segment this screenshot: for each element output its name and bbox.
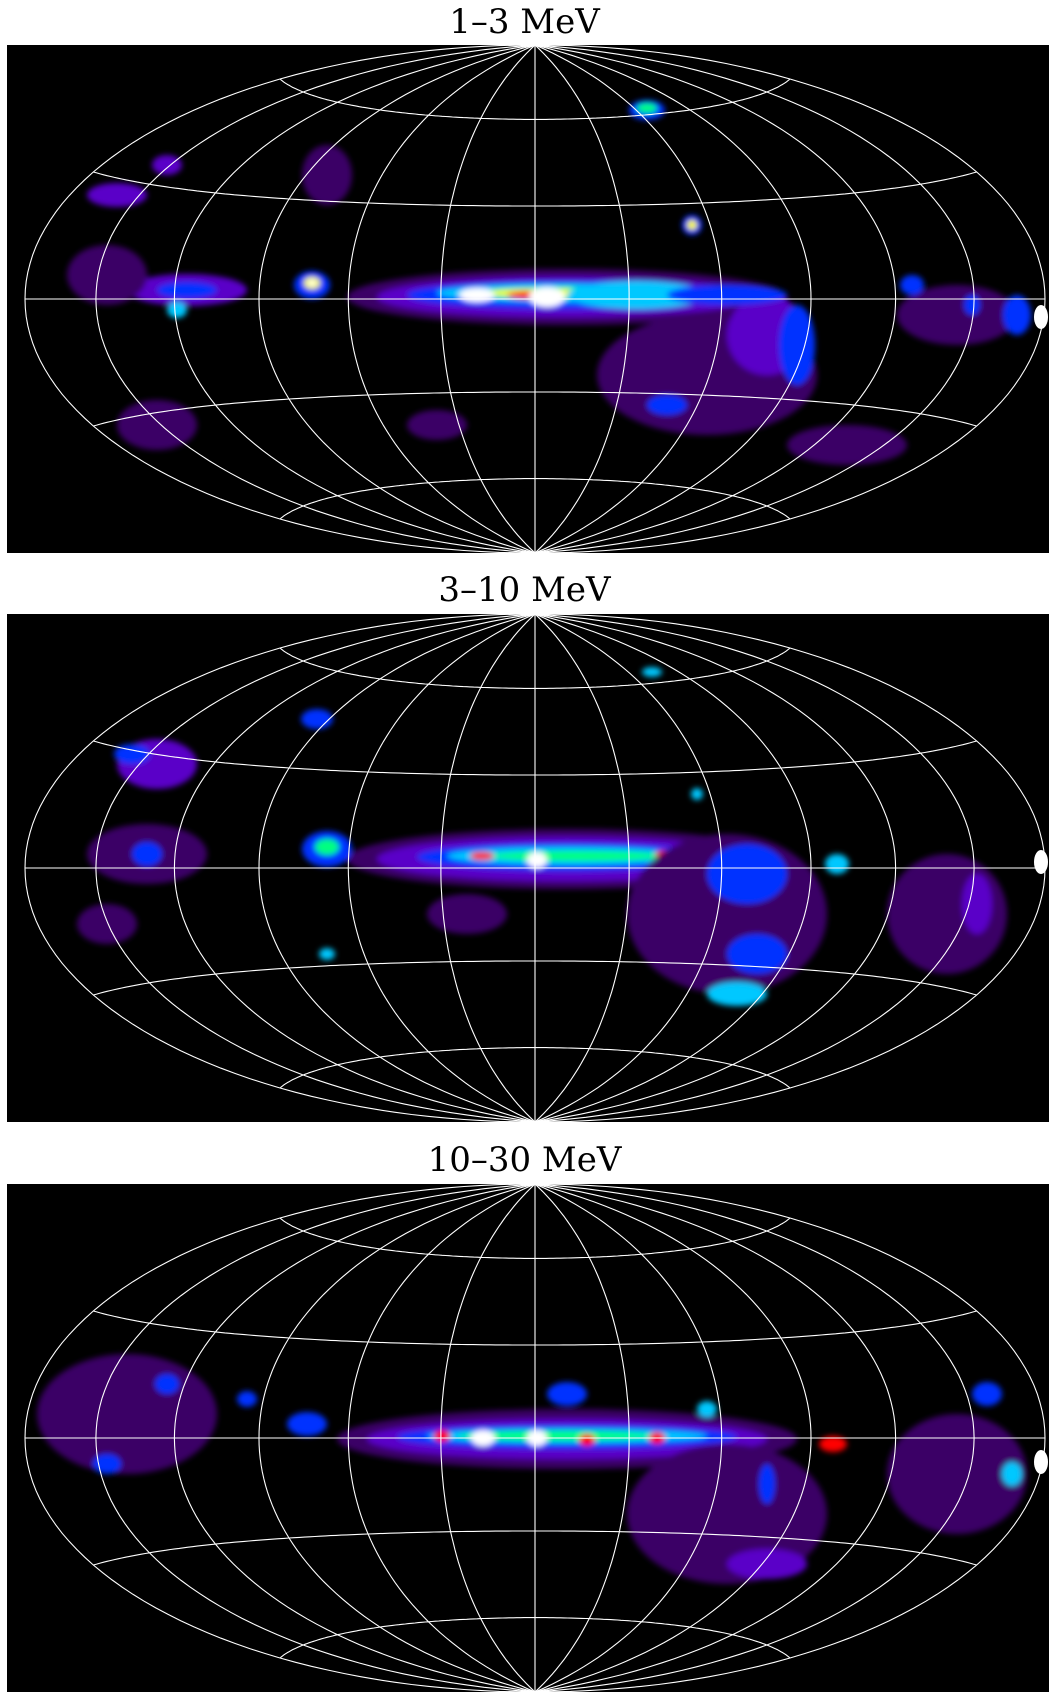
longitude-line bbox=[258, 45, 536, 553]
longitude-line bbox=[173, 45, 536, 553]
longitude-line bbox=[440, 45, 536, 553]
longitude-line bbox=[534, 1184, 975, 1692]
longitude-line bbox=[534, 1184, 897, 1692]
sky-map-svg-2 bbox=[24, 614, 1048, 1122]
gamma-emission-1 bbox=[67, 100, 1031, 465]
longitude-line bbox=[534, 45, 975, 553]
longitude-line bbox=[534, 45, 1046, 553]
longitude-line bbox=[258, 614, 536, 1122]
longitude-line bbox=[173, 1184, 536, 1692]
longitude-line bbox=[534, 45, 897, 553]
longitude-line bbox=[24, 1184, 536, 1692]
bright-source-edge-1 bbox=[1034, 305, 1048, 329]
longitude-line bbox=[534, 45, 723, 553]
panel-title-1-3-mev: 1–3 MeV bbox=[449, 2, 600, 42]
longitude-line bbox=[534, 1184, 812, 1692]
sky-map-svg-3 bbox=[24, 1184, 1048, 1692]
longitude-line bbox=[95, 45, 536, 553]
longitude-line bbox=[534, 614, 630, 1122]
coordinate-grid-1 bbox=[24, 45, 1046, 553]
longitude-line bbox=[440, 1184, 536, 1692]
sky-map-3-10-mev bbox=[7, 614, 1049, 1122]
sky-map-svg-1 bbox=[24, 45, 1048, 553]
longitude-line bbox=[534, 614, 975, 1122]
longitude-line bbox=[440, 614, 536, 1122]
sky-map-1-3-mev bbox=[7, 45, 1049, 553]
longitude-line bbox=[347, 614, 536, 1122]
longitude-line bbox=[534, 1184, 1046, 1692]
longitude-line bbox=[24, 614, 536, 1122]
longitude-line bbox=[534, 45, 630, 553]
longitude-line bbox=[534, 614, 723, 1122]
longitude-line bbox=[95, 614, 536, 1122]
longitude-line bbox=[347, 1184, 536, 1692]
longitude-line bbox=[258, 1184, 536, 1692]
coordinate-grid-3 bbox=[24, 1184, 1046, 1692]
longitude-line bbox=[534, 1184, 630, 1692]
longitude-line bbox=[534, 614, 812, 1122]
longitude-line bbox=[534, 45, 812, 553]
longitude-line bbox=[534, 614, 897, 1122]
coordinate-grid-2 bbox=[24, 614, 1046, 1122]
longitude-line bbox=[24, 45, 536, 553]
panel-title-3-10-mev: 3–10 MeV bbox=[438, 570, 611, 610]
longitude-line bbox=[534, 614, 1046, 1122]
longitude-line bbox=[173, 614, 536, 1122]
bright-source-edge-2 bbox=[1034, 850, 1048, 874]
sky-map-10-30-mev bbox=[7, 1184, 1049, 1692]
longitude-line bbox=[95, 1184, 536, 1692]
longitude-line bbox=[534, 1184, 723, 1692]
panel-title-10-30-mev: 10–30 MeV bbox=[427, 1140, 622, 1180]
bright-source-edge-3 bbox=[1034, 1450, 1048, 1474]
gamma-emission-3 bbox=[37, 1354, 1027, 1584]
longitude-line bbox=[347, 45, 536, 553]
gamma-emission-2 bbox=[77, 667, 1007, 1006]
